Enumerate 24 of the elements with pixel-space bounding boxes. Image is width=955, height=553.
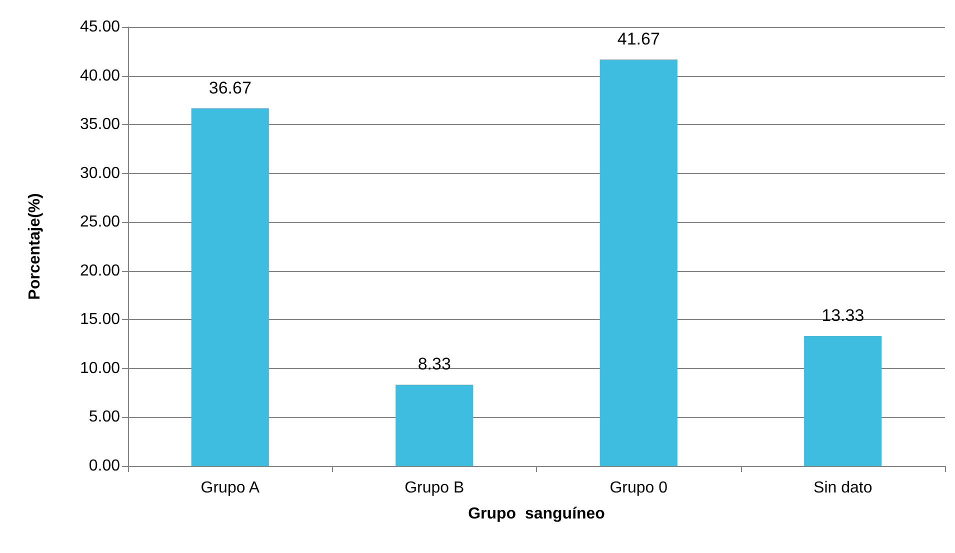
x-tick-label: Sin dato — [814, 480, 872, 496]
x-tick-label: Grupo 0 — [610, 480, 668, 496]
x-tick-label: Grupo A — [200, 480, 260, 496]
x-axis-title: Grupo sanguíneo — [468, 506, 606, 522]
y-tick-label: 20.00 — [80, 262, 120, 280]
y-tick-label: 45.00 — [80, 18, 120, 36]
bar — [191, 108, 269, 466]
bar — [600, 59, 678, 466]
y-tick-label: 30.00 — [80, 164, 120, 182]
y-tick-label: 15.00 — [80, 311, 120, 328]
y-axis-title: Porcentaje(%) — [26, 193, 44, 300]
x-tick-label: Grupo B — [404, 480, 464, 496]
y-tick-label: 0.00 — [88, 458, 120, 474]
y-tick-label: 10.00 — [80, 360, 120, 377]
bar — [396, 384, 474, 466]
bar — [804, 336, 882, 466]
data-label: 13.33 — [822, 306, 864, 325]
data-label: 41.67 — [617, 29, 660, 48]
y-tick-label: 25.00 — [80, 214, 120, 231]
data-label: 36.67 — [208, 78, 252, 98]
y-tick-label: 35.00 — [80, 116, 120, 134]
y-tick-label: 40.00 — [80, 67, 120, 84]
y-tick-label: 5.00 — [88, 408, 120, 426]
data-label: 8.33 — [418, 354, 451, 374]
